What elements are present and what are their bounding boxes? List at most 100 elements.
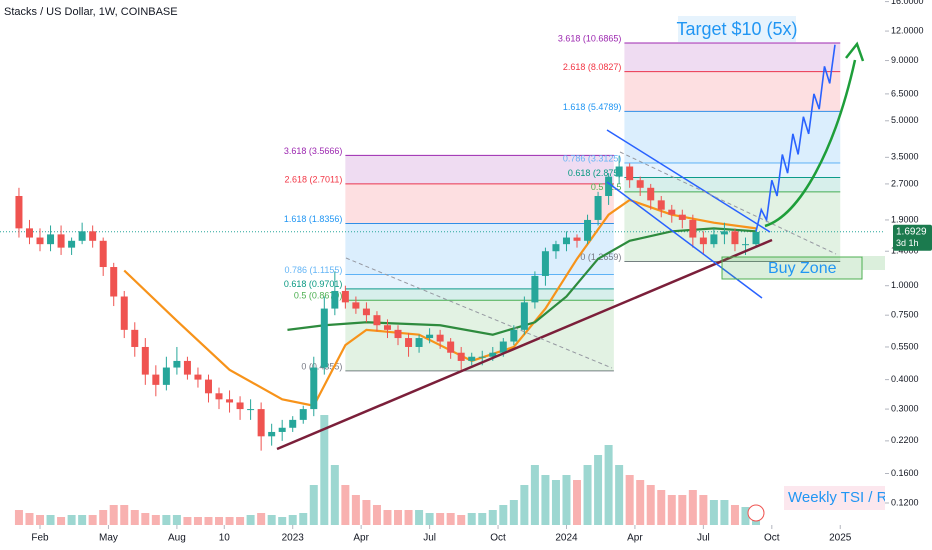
candle-body xyxy=(531,275,539,303)
last-price-label: 1.6929 xyxy=(896,226,927,237)
fib-zone xyxy=(624,111,841,163)
x-tick-label: 2023 xyxy=(282,533,305,544)
moving-average xyxy=(287,227,757,336)
volume-bar xyxy=(225,517,234,525)
volume-bar xyxy=(151,515,160,525)
volume-bar xyxy=(688,490,697,525)
candle-body xyxy=(341,290,349,303)
buy-zone-box xyxy=(721,256,863,280)
volume-bar xyxy=(478,513,487,525)
volume-bar xyxy=(509,500,518,525)
volume-bar xyxy=(404,510,413,525)
candle-body xyxy=(678,214,686,220)
x-tick-label: Oct xyxy=(764,533,780,544)
volume-bar xyxy=(215,517,224,525)
candle-body xyxy=(689,219,697,238)
candle-body xyxy=(499,341,507,353)
volume-bar xyxy=(288,515,297,525)
volume-bar xyxy=(709,500,718,525)
projection-arc xyxy=(764,59,857,228)
fib-zone xyxy=(345,223,614,275)
candle-body xyxy=(215,393,223,400)
candle-body xyxy=(257,409,265,437)
y-tick-label: 0.1200 xyxy=(891,497,919,507)
candle-body xyxy=(299,409,307,420)
volume-bar xyxy=(394,510,403,525)
buy-zone-label: Buy Zone xyxy=(768,260,837,277)
y-tick-label: 12.0000 xyxy=(891,25,924,35)
volume-bar xyxy=(362,500,371,525)
candle-body xyxy=(236,402,244,410)
volume-bar xyxy=(499,505,508,525)
volume-bar xyxy=(415,510,424,525)
x-tick-label: Oct xyxy=(490,533,506,544)
volume-bar xyxy=(257,513,266,525)
target-bg xyxy=(678,16,796,42)
candle-body xyxy=(720,231,728,235)
volume-bar xyxy=(699,495,708,525)
volume-bar xyxy=(646,485,655,525)
candle-body xyxy=(605,176,613,196)
candle-body xyxy=(594,195,602,220)
volume-bar xyxy=(25,513,34,525)
fib-zone xyxy=(624,162,841,178)
candle-body xyxy=(710,234,718,245)
candle-body xyxy=(584,219,592,241)
fib-label: 0.786 (1.1155) xyxy=(284,265,342,275)
volume-bar xyxy=(14,510,23,525)
candle-body xyxy=(489,352,497,357)
event-icon[interactable] xyxy=(747,504,765,522)
volume-bar xyxy=(309,485,318,525)
y-tick-label: 1.9000 xyxy=(891,214,919,224)
fib-label: 2.618 (2.7011) xyxy=(284,174,342,184)
x-tick-label: 10 xyxy=(219,533,231,544)
candle-body xyxy=(152,374,160,385)
volume-bar xyxy=(278,517,287,525)
candle-body xyxy=(47,234,55,245)
volume-bar xyxy=(120,505,129,525)
candle-body xyxy=(447,341,455,353)
volume-bar xyxy=(520,485,529,525)
projection xyxy=(755,44,836,232)
candle-body xyxy=(731,231,739,245)
volume-bar xyxy=(741,507,750,525)
y-tick-label: 0.2200 xyxy=(891,435,919,445)
candle-body xyxy=(699,237,707,245)
candle-body xyxy=(668,209,676,215)
volume-bar xyxy=(183,517,192,525)
volume-bar xyxy=(172,515,181,525)
fib-label: 3.618 (10.6865) xyxy=(558,33,622,43)
volume-bar xyxy=(351,495,360,525)
plot-area: 0 (0.4355)0.5 (0.8679)0.618 (0.9701)0.78… xyxy=(0,33,885,525)
volume-bar xyxy=(162,515,171,525)
candle-body xyxy=(615,166,623,177)
candle-body xyxy=(173,360,181,368)
indicator-label: Weekly TSI / RSI / xyxy=(788,489,911,506)
candle-body xyxy=(131,329,139,347)
volume-bar xyxy=(467,513,476,525)
y-tick-label: 3.5000 xyxy=(891,152,919,162)
candle-body xyxy=(25,228,33,238)
volume-bar xyxy=(320,415,329,525)
candle-body xyxy=(520,302,528,330)
candle-body xyxy=(415,338,423,347)
fib-zone xyxy=(345,288,614,301)
volume-bar xyxy=(109,505,118,525)
volume-bar xyxy=(530,465,539,525)
volume-bar xyxy=(88,515,97,525)
candle-body xyxy=(268,431,276,437)
volume-bar xyxy=(551,480,560,525)
fib-label: 1.618 (1.8356) xyxy=(284,214,343,224)
candle-body xyxy=(141,346,149,375)
volume-bar xyxy=(425,513,434,525)
x-tick-label: Feb xyxy=(31,533,49,544)
fib-zone xyxy=(624,177,841,192)
candle-body xyxy=(436,334,444,342)
candle-body xyxy=(331,290,339,309)
fib-label: 0.5 (0.8679) xyxy=(294,291,343,301)
volume-bar xyxy=(720,500,729,525)
dashed-line xyxy=(619,151,837,255)
price-axis xyxy=(885,0,932,550)
candle-body xyxy=(278,427,286,432)
